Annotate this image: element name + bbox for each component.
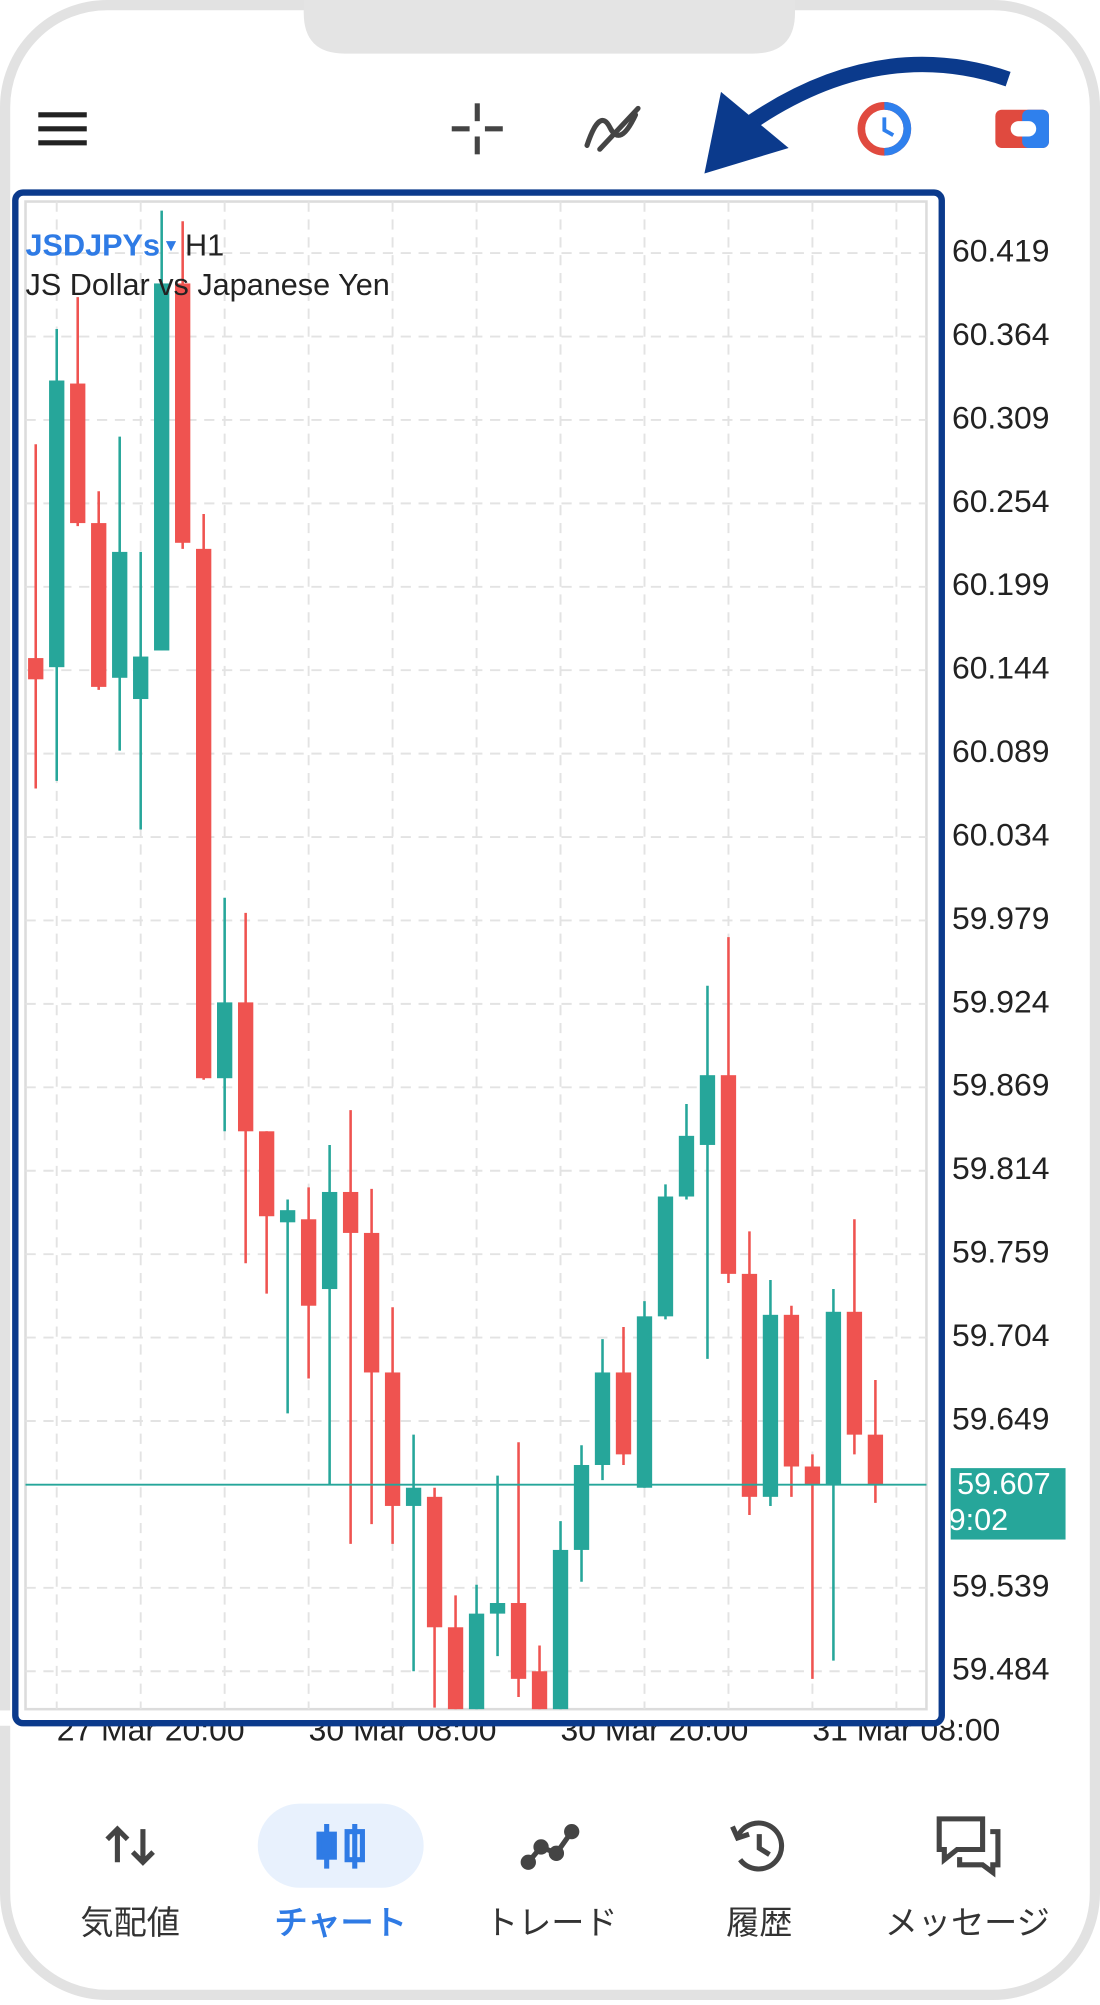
candle-body [468,1613,485,1710]
current-price-box [950,1468,1066,1540]
candle-body [217,1002,233,1079]
candle-body [28,658,44,680]
candle-body [489,1603,506,1614]
candle-body [678,1135,695,1197]
menu-button[interactable] [38,112,87,146]
candle-body [49,380,65,668]
candle-body [133,656,149,700]
trade-button[interactable] [995,109,1049,148]
candle-body [321,1191,338,1290]
candle-body [783,1314,800,1467]
candle-body [594,1372,611,1465]
candle-body [91,523,107,687]
y-tick-label: 59.869 [952,1067,1050,1103]
candle-body [258,1131,275,1217]
y-tick-label: 59.979 [952,900,1050,936]
y-tick-label: 59.649 [952,1400,1050,1436]
y-tick-label: 59.704 [952,1317,1050,1353]
candle-body [615,1372,632,1455]
nav-active-pill [257,1803,424,1888]
candle-body [573,1464,590,1550]
candle-body [237,1002,254,1132]
y-tick-label: 59.759 [952,1234,1050,1270]
timeframe[interactable]: H1 [185,229,224,263]
candles [28,210,884,1710]
candle-body [699,1075,716,1145]
messages-icon[interactable] [936,1816,1001,1878]
y-tick-label: 60.034 [952,816,1050,852]
highlight-frame [12,189,945,1727]
indicator-button[interactable] [584,105,641,152]
candle-body [363,1232,380,1373]
candle-body [762,1314,779,1497]
candle-body [636,1316,653,1488]
chart-icon[interactable] [316,1823,365,1869]
nav-quotes[interactable]: 気配値 [80,1903,179,1942]
candle-body [804,1466,821,1485]
y-tick-label: 59.924 [952,983,1050,1019]
candle-body [657,1196,674,1317]
candle-body [300,1219,317,1306]
candle-body [552,1549,569,1710]
candle-body [867,1434,884,1485]
y-tick-label: 59.814 [952,1150,1050,1186]
hint-arrow [748,56,1011,128]
candle-body [112,551,128,678]
nav-history[interactable]: 履歴 [726,1903,792,1942]
symbol-dropdown[interactable] [165,241,177,252]
y-tick-label: 60.144 [952,650,1050,686]
trade-icon[interactable] [520,1823,580,1870]
y-tick-label: 60.254 [952,483,1050,519]
candle-body [196,548,212,1079]
y-tick-label: 60.199 [952,566,1050,602]
history-icon[interactable] [730,1820,785,1872]
candle-body [510,1603,527,1679]
nav-chart[interactable]: チャート [275,1903,407,1942]
candle-body [825,1311,842,1485]
current-price-label: 59.607 [957,1467,1051,1501]
y-tick-label: 59.539 [952,1567,1050,1603]
candle-body [384,1372,401,1506]
countdown-label: 39:02 [932,1503,1009,1537]
candle-body [154,283,170,651]
notch [303,0,796,54]
candle-body [70,383,86,524]
nav-messages[interactable]: メッセージ [885,1903,1050,1942]
candle-body [426,1496,443,1628]
candle-body [279,1210,296,1223]
candle-body [741,1273,758,1497]
candle-body [175,283,191,543]
crosshair-button[interactable] [451,103,503,155]
candle-body [342,1191,359,1233]
hint-arrow-head [704,91,789,174]
y-tick-label: 60.309 [952,399,1050,435]
symbol[interactable]: JSDJPYs [26,229,160,263]
candle-body [531,1671,548,1710]
description: JS Dollar vs Japanese Yen [26,268,390,302]
candle-body [447,1627,464,1710]
nav-trade[interactable]: トレード [485,1903,618,1942]
quotes-icon[interactable] [105,1825,155,1866]
price-axis: 60.419 60.364 60.309 60.254 60.199 60.144 60.0… [952,233,1050,1687]
y-tick-label: 60.089 [952,733,1050,769]
session-button[interactable] [857,102,912,156]
candle-body [405,1487,422,1506]
candle-body [720,1075,737,1274]
y-tick-label: 59.484 [952,1651,1050,1687]
candle-body [846,1311,863,1435]
y-tick-label: 60.419 [952,233,1050,269]
y-tick-label: 60.364 [952,316,1050,352]
